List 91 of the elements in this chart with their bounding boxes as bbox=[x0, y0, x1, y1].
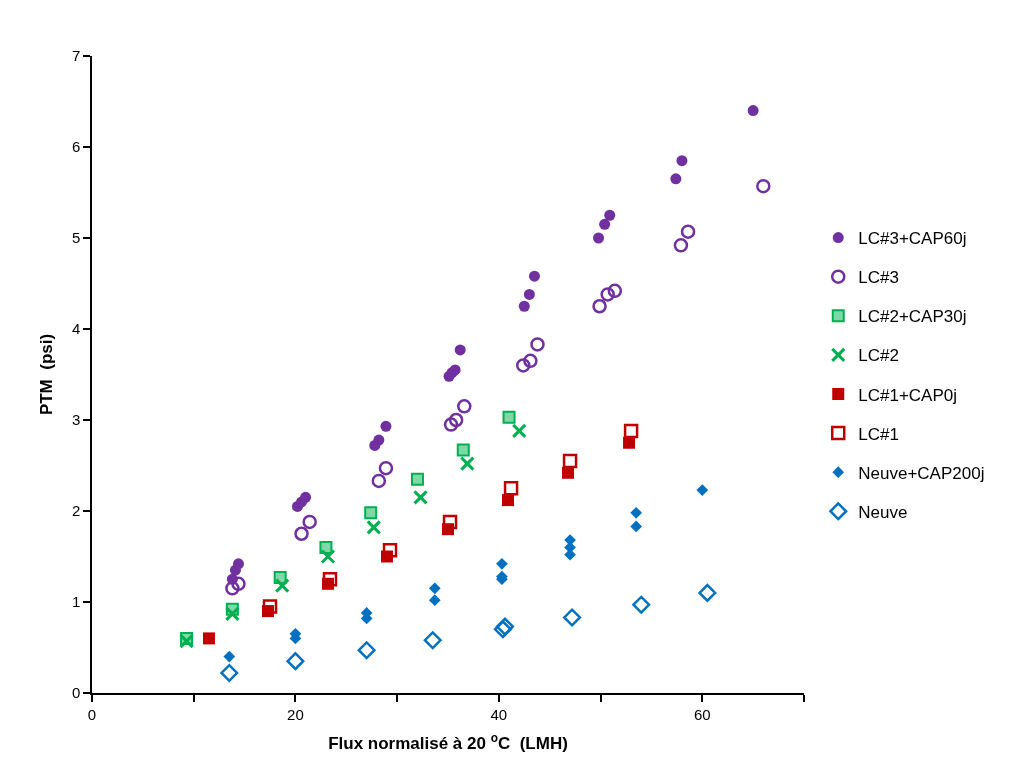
y-tick-label: 2 bbox=[71, 502, 81, 520]
point bbox=[300, 491, 312, 503]
point bbox=[747, 105, 759, 117]
point bbox=[371, 473, 387, 489]
point bbox=[223, 650, 236, 663]
legend-label: Neuve bbox=[858, 502, 908, 522]
point bbox=[294, 526, 309, 541]
y-tick-label: 0 bbox=[71, 684, 81, 702]
point bbox=[232, 558, 244, 570]
point bbox=[220, 663, 239, 683]
x-tick-label: 40 bbox=[490, 705, 508, 723]
point bbox=[202, 632, 215, 645]
point bbox=[442, 514, 458, 530]
point bbox=[502, 410, 516, 424]
y-tick-label: 7 bbox=[71, 47, 81, 65]
point bbox=[593, 232, 605, 244]
point bbox=[698, 583, 717, 602]
point bbox=[623, 436, 636, 449]
point bbox=[274, 578, 290, 594]
point bbox=[302, 514, 317, 530]
point bbox=[528, 270, 540, 282]
legend-label: LC#1 bbox=[858, 424, 899, 444]
point bbox=[670, 173, 682, 185]
point bbox=[373, 434, 385, 446]
point bbox=[382, 542, 398, 558]
y-axis-title: PTM (psi) bbox=[36, 333, 56, 416]
y-tick-label: 6 bbox=[71, 138, 81, 156]
point bbox=[286, 652, 305, 671]
point bbox=[673, 238, 689, 253]
point bbox=[410, 472, 424, 486]
point bbox=[496, 557, 508, 570]
legend-label: LC#2 bbox=[858, 346, 899, 366]
point bbox=[563, 608, 582, 627]
point bbox=[428, 594, 441, 607]
point bbox=[413, 489, 429, 505]
point bbox=[632, 595, 651, 614]
point bbox=[523, 353, 538, 369]
point bbox=[630, 506, 643, 519]
point bbox=[676, 155, 688, 167]
point bbox=[456, 443, 470, 457]
point bbox=[262, 599, 278, 614]
point bbox=[511, 423, 527, 439]
point bbox=[428, 582, 441, 595]
point bbox=[607, 283, 623, 299]
point bbox=[364, 506, 378, 520]
y-tick-label: 3 bbox=[71, 411, 81, 429]
point bbox=[423, 631, 442, 650]
point bbox=[454, 344, 466, 356]
point bbox=[459, 456, 475, 472]
point bbox=[443, 417, 459, 432]
point bbox=[599, 218, 611, 230]
x-tick-label: 20 bbox=[287, 705, 304, 723]
point bbox=[224, 606, 240, 622]
point bbox=[623, 423, 639, 439]
point bbox=[756, 178, 771, 194]
x-axis-title: Flux normalisé à 20 $^{o}$C (LMH) bbox=[328, 730, 568, 753]
point bbox=[680, 224, 696, 239]
point bbox=[696, 484, 709, 496]
point bbox=[457, 399, 472, 414]
legend-label: LC#2+CAP30j bbox=[858, 307, 967, 327]
point bbox=[448, 412, 464, 428]
x-tick-label: 60 bbox=[693, 705, 711, 723]
point bbox=[523, 288, 535, 300]
point bbox=[518, 300, 530, 312]
point bbox=[319, 540, 333, 554]
legend-label: LC#3 bbox=[858, 268, 899, 288]
point bbox=[562, 453, 578, 469]
point bbox=[604, 209, 616, 221]
legend-label: Neuve+CAP200j bbox=[858, 463, 985, 483]
y-tick-label: 5 bbox=[71, 229, 81, 247]
point bbox=[322, 572, 338, 587]
point bbox=[179, 633, 195, 649]
point bbox=[380, 420, 392, 432]
point bbox=[600, 287, 615, 302]
point bbox=[366, 519, 382, 535]
point bbox=[562, 466, 575, 479]
point bbox=[357, 641, 376, 660]
point bbox=[320, 549, 336, 564]
y-tick-label: 4 bbox=[71, 320, 81, 338]
point bbox=[225, 581, 240, 596]
y-tick-label: 1 bbox=[71, 593, 81, 611]
point bbox=[630, 520, 643, 533]
point bbox=[378, 460, 394, 476]
point bbox=[231, 576, 246, 592]
x-tick-label: 0 bbox=[87, 705, 97, 723]
legend-label: LC#3+CAP60j bbox=[858, 229, 967, 249]
legend-label: LC#1+CAP0j bbox=[858, 385, 958, 405]
point bbox=[530, 337, 545, 352]
point bbox=[592, 299, 607, 314]
point bbox=[516, 358, 531, 373]
point bbox=[503, 481, 519, 496]
